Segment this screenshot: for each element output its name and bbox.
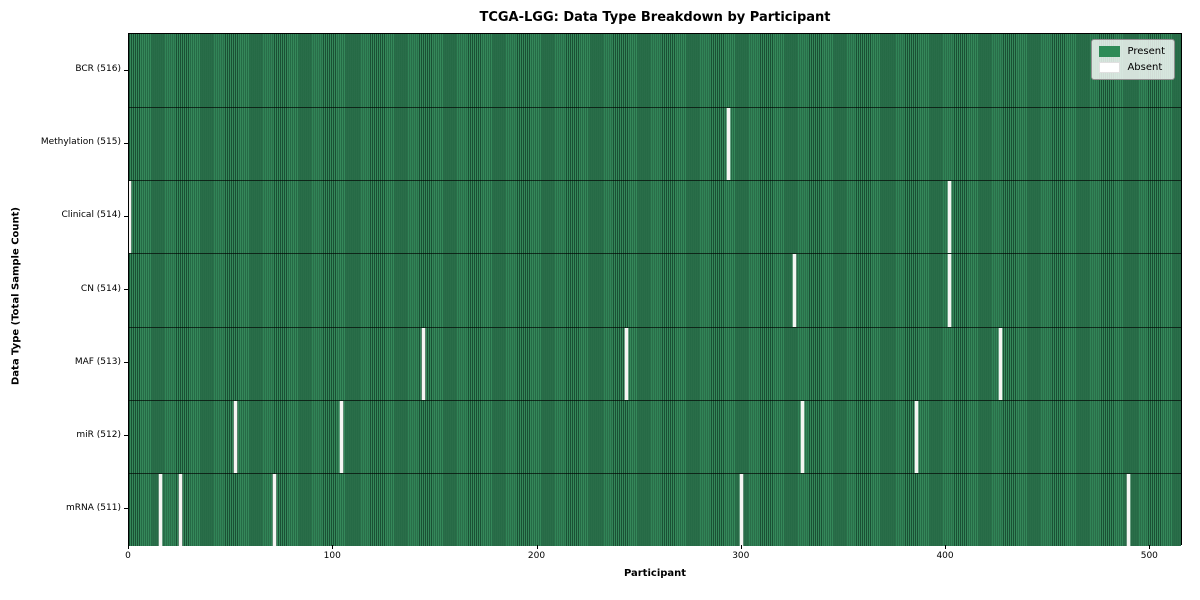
x-tick-label: 400 (936, 551, 954, 561)
legend-entry-present: Present (1099, 46, 1165, 57)
absent-marker (340, 400, 344, 473)
absent-marker (947, 254, 951, 327)
chart-title: TCGA-LGG: Data Type Breakdown by Partici… (479, 10, 831, 25)
legend: Present Absent (1091, 39, 1175, 80)
heatmap-row-BCR (129, 34, 1181, 108)
x-tick-mark (945, 545, 947, 549)
absent-marker (792, 254, 796, 327)
y-tick-label: MAF (513) (74, 356, 121, 367)
x-tick-label: 300 (732, 551, 750, 561)
x-axis-label: Participant (623, 568, 687, 579)
heatmap-row-mRNA (129, 472, 1181, 546)
x-tick-label: 0 (125, 551, 131, 561)
absent-marker (914, 400, 918, 473)
absent-marker (158, 473, 162, 546)
y-tick-mark (124, 69, 128, 71)
absent-marker (234, 400, 237, 473)
absent-marker (129, 181, 131, 254)
legend-absent-label: Absent (1127, 62, 1163, 73)
legend-present-swatch (1099, 46, 1121, 57)
absent-marker (1126, 473, 1130, 546)
absent-marker (998, 327, 1002, 400)
absent-marker (739, 473, 743, 546)
y-tick-mark (124, 362, 128, 364)
heatmap-rows (129, 34, 1181, 546)
y-tick-mark (124, 508, 128, 510)
y-tick-label: BCR (516) (75, 64, 121, 75)
heatmap-row-MAF (129, 326, 1181, 400)
x-tick-label: 500 (1140, 551, 1158, 561)
y-tick-label: CN (514) (80, 283, 121, 294)
y-tick-label: mRNA (511) (66, 502, 121, 513)
x-tick-mark (1149, 545, 1151, 549)
x-tick-mark (332, 545, 334, 549)
absent-marker (800, 400, 804, 473)
x-tick-label: 200 (527, 551, 546, 561)
absent-marker (947, 181, 951, 254)
absent-marker (625, 327, 629, 400)
legend-present-label: Present (1127, 46, 1165, 57)
y-axis-tick-labels: BCR (516) Methylation (515) Clinical (514)… (0, 0, 121, 600)
heatmap-row-miR (129, 399, 1181, 473)
y-tick-mark (124, 142, 128, 144)
x-tick-mark (128, 545, 129, 549)
legend-absent-swatch (1099, 62, 1121, 73)
x-tick-label: 100 (323, 551, 341, 561)
y-tick-label: Methylation (515) (40, 137, 121, 148)
y-tick-mark (124, 215, 128, 217)
absent-marker (178, 473, 182, 546)
y-tick-label: Clinical (514) (61, 210, 121, 221)
plot-area: Present Absent (128, 33, 1182, 546)
heatmap-row-Methylation (129, 107, 1181, 181)
absent-marker (421, 327, 425, 400)
y-tick-mark (124, 289, 128, 290)
y-tick-mark (124, 435, 128, 437)
x-tick-mark (740, 545, 742, 549)
heatmap-row-Clinical (129, 180, 1181, 254)
absent-marker (272, 473, 276, 546)
y-tick-label: miR (512) (76, 429, 121, 440)
x-tick-mark (536, 545, 538, 549)
legend-entry-absent: Absent (1099, 62, 1165, 73)
heatmap-row-CN (129, 253, 1181, 327)
absent-marker (727, 108, 731, 181)
